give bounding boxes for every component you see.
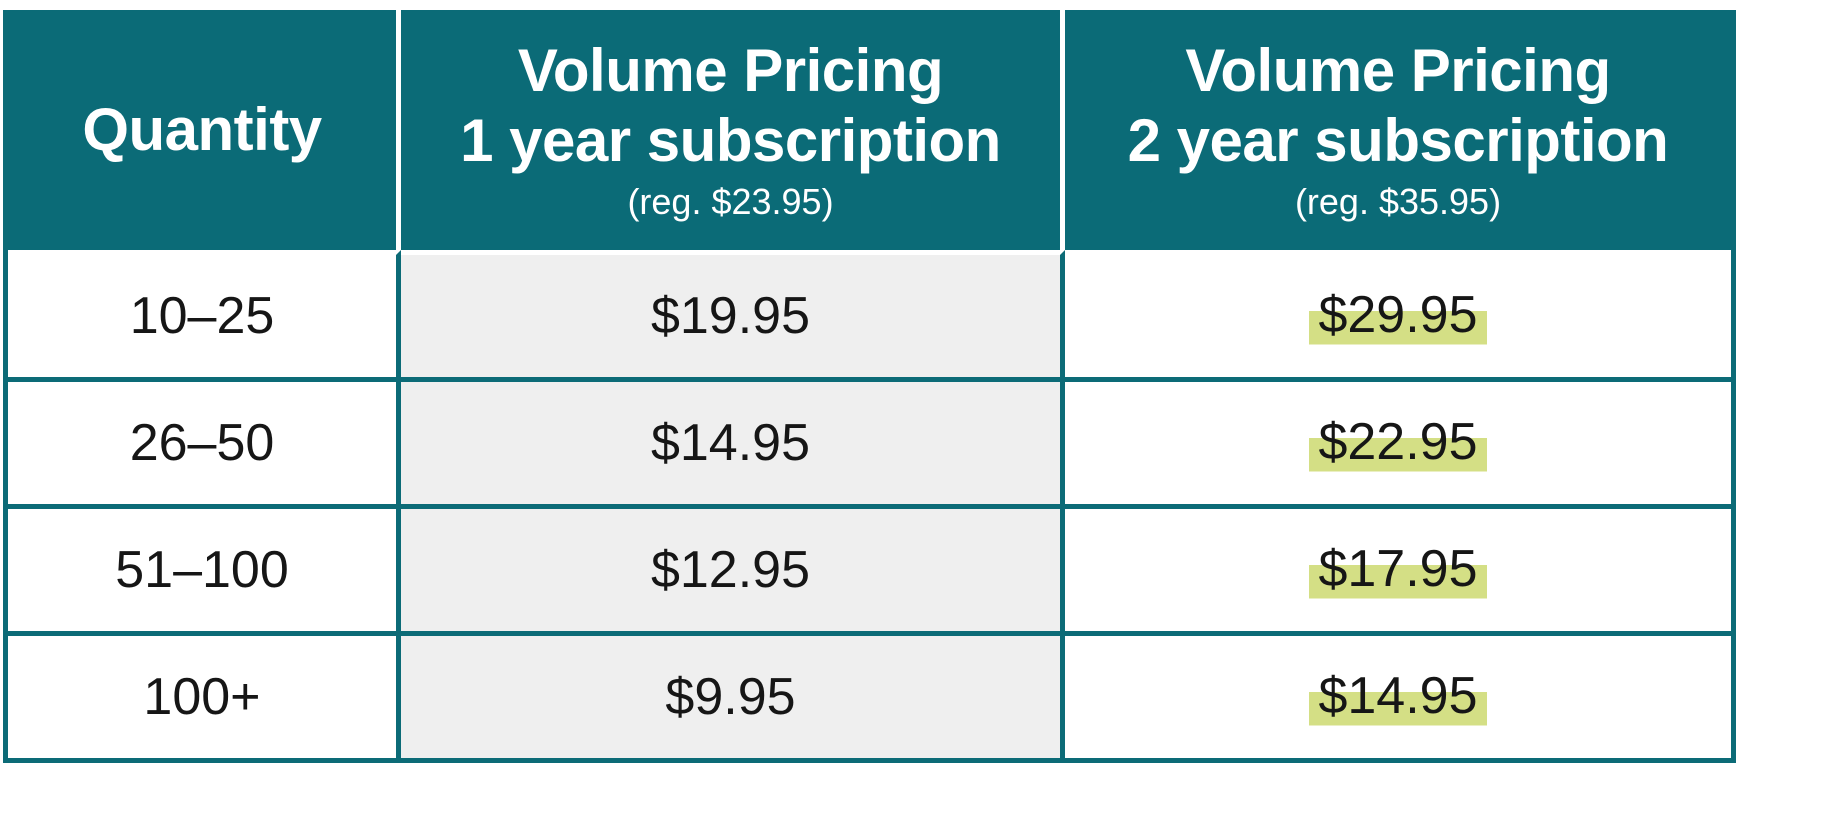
cell-quantity-row1: 10–25 (8, 250, 401, 377)
cell-price-2yr-row3: $17.95 (1065, 504, 1731, 631)
cell-price-2yr-row1: $29.95 (1065, 250, 1731, 377)
header-2yr-title: Volume Pricing (1185, 36, 1611, 104)
cell-quantity-row2: 26–50 (8, 377, 401, 504)
header-quantity-label: Quantity (82, 96, 322, 163)
cell-price-1yr-row2: $14.95 (401, 377, 1065, 504)
header-cell-1yr: Volume Pricing 1 year subscription (reg.… (401, 10, 1065, 250)
header-cell-2yr: Volume Pricing 2 year subscription (reg.… (1065, 10, 1731, 250)
header-2yr-subscription: 2 year subscription (1127, 106, 1669, 174)
cell-quantity-row4: 100+ (8, 631, 401, 758)
header-1yr-title: Volume Pricing (517, 36, 944, 104)
highlighted-price: $14.95 (1309, 666, 1487, 728)
cell-price-2yr-row4: $14.95 (1065, 631, 1731, 758)
highlighted-price: $17.95 (1309, 539, 1487, 601)
header-1yr-regular-price: (reg. $23.95) (627, 180, 834, 222)
highlighted-price: $22.95 (1309, 412, 1487, 474)
cell-price-2yr-row2: $22.95 (1065, 377, 1731, 504)
header-2yr-regular-price: (reg. $35.95) (1294, 180, 1502, 222)
cell-quantity-row3: 51–100 (8, 504, 401, 631)
header-1yr-subscription: 1 year subscription (460, 106, 1001, 174)
cell-price-1yr-row3: $12.95 (401, 504, 1065, 631)
pricing-table: Quantity Volume Pricing 1 year subscript… (3, 10, 1736, 763)
cell-price-1yr-row4: $9.95 (401, 631, 1065, 758)
cell-price-1yr-row1: $19.95 (401, 250, 1065, 377)
header-cell-quantity: Quantity (8, 10, 401, 250)
highlighted-price: $29.95 (1309, 285, 1487, 347)
